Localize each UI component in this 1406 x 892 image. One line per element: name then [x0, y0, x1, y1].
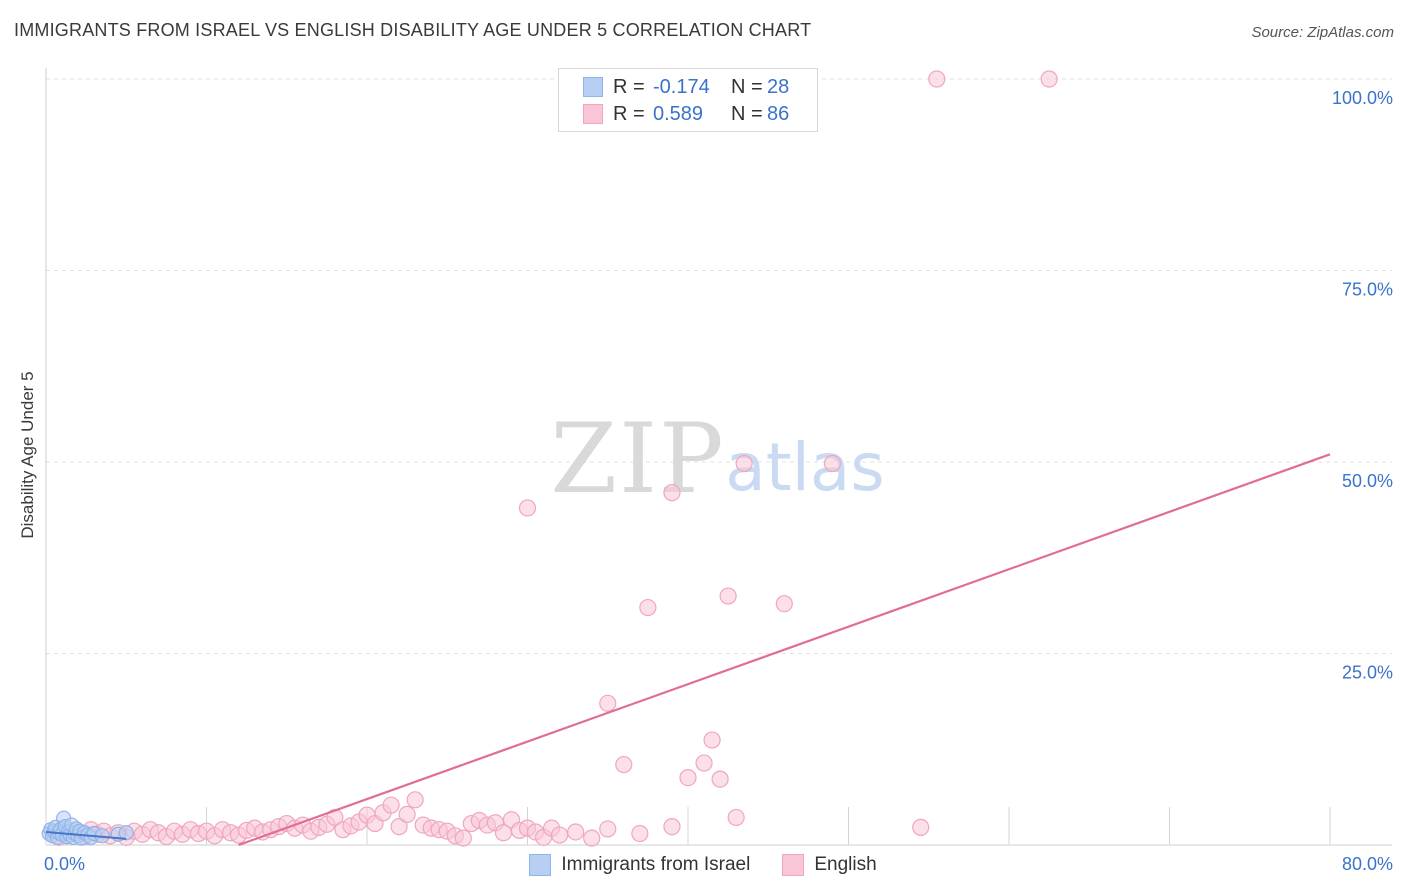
watermark-zip: ZIP — [550, 403, 725, 515]
israel-trend-line — [45, 830, 127, 840]
legend-row-israel: R = -0.174 N = 28 — [559, 74, 789, 100]
english-point — [550, 826, 569, 844]
english-point — [567, 823, 585, 841]
legend-r-value: 0.589 — [653, 102, 704, 125]
y-tick-label: 50.0% — [1342, 471, 1393, 491]
x-tick-label: 80.0% — [1342, 854, 1393, 874]
english-point — [928, 70, 946, 88]
english-point — [615, 755, 633, 774]
legend-swatch-israel — [529, 854, 552, 876]
legend-n-label: N = — [731, 75, 763, 98]
legend-row-english: R = 0.589 N = 86 — [559, 101, 789, 127]
legend-n-value: 86 — [767, 102, 790, 125]
english-point — [719, 587, 737, 605]
legend-n-value: 28 — [767, 75, 790, 98]
legend-r-value: -0.174 — [653, 75, 710, 98]
english-point — [406, 791, 424, 809]
english-point — [663, 484, 681, 502]
legend-swatch-israel — [583, 77, 603, 97]
english-point — [382, 796, 400, 814]
english-point — [599, 694, 617, 712]
english-point — [663, 818, 681, 836]
english-point — [390, 818, 408, 836]
tick-labels: 25.0% 50.0% 75.0% 100.0% 0.0% 80.0% — [44, 88, 1393, 874]
trend-lines — [45, 453, 1331, 847]
series-israel-points — [41, 810, 134, 846]
legend-label-israel: Immigrants from Israel — [561, 854, 751, 875]
english-point — [727, 808, 745, 827]
english-point — [454, 829, 472, 847]
english-point — [639, 598, 657, 617]
legend-r-label: R = — [613, 102, 645, 125]
english-point — [679, 768, 697, 787]
english-point — [583, 829, 601, 847]
english-point — [1040, 70, 1058, 88]
y-tick-label: 100.0% — [1332, 88, 1393, 108]
watermark: ZIP atlas — [550, 403, 884, 515]
y-tick-label: 75.0% — [1342, 280, 1393, 300]
legend-n-label: N = — [731, 102, 763, 125]
x-tick-label: 0.0% — [44, 854, 85, 874]
english-point — [398, 805, 416, 823]
legend-item-english[interactable]: English — [782, 854, 877, 876]
series-english-points — [45, 70, 1058, 847]
legend-item-israel[interactable]: Immigrants from Israel — [529, 854, 750, 876]
watermark-atlas: atlas — [725, 429, 885, 506]
english-point — [823, 454, 842, 473]
legend-swatch-english — [583, 104, 603, 124]
y-tick-label: 25.0% — [1342, 663, 1393, 683]
chart-source: Source: ZipAtlas.com — [1251, 24, 1394, 41]
english-point — [631, 824, 649, 843]
english-trend-line — [238, 453, 1331, 847]
english-point — [703, 731, 721, 749]
chart-title: IMMIGRANTS FROM ISRAEL VS ENGLISH DISABI… — [14, 20, 812, 40]
grid-lines — [46, 78, 1392, 654]
english-point — [695, 754, 713, 772]
series-legend: Immigrants from Israel English — [0, 851, 1406, 879]
legend-label-english: English — [814, 854, 877, 875]
legend-swatch-english — [782, 854, 805, 876]
english-point — [711, 770, 729, 788]
english-point — [518, 499, 537, 517]
english-point — [912, 818, 930, 836]
israel-point — [118, 825, 134, 841]
legend-r-label: R = — [613, 75, 645, 98]
english-point — [735, 454, 753, 473]
english-point — [599, 820, 617, 838]
english-point — [775, 595, 793, 613]
correlation-legend: R = -0.174 N = 28 R = 0.589 N = 86 — [558, 68, 818, 132]
